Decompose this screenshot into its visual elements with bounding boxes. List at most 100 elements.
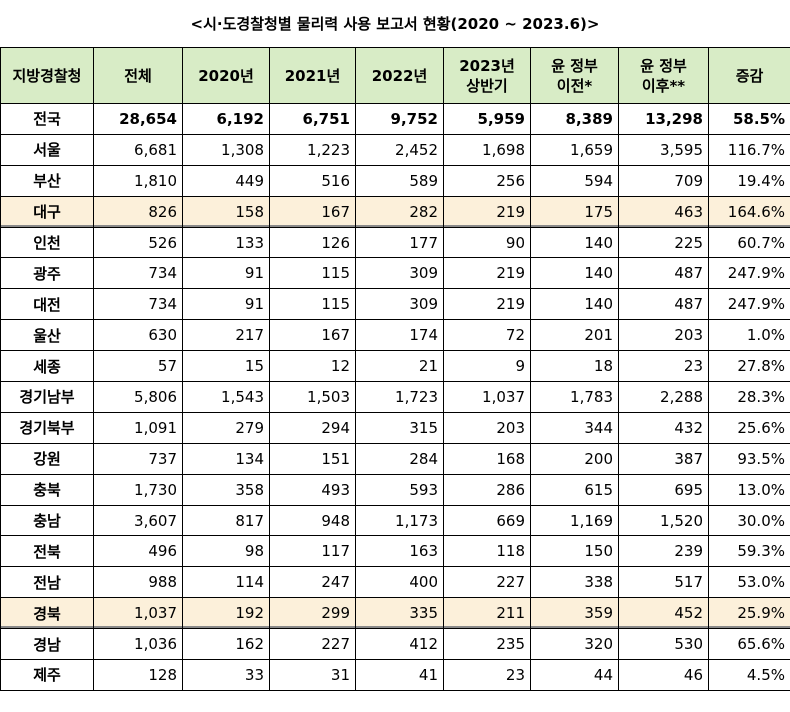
value-cell: 227 xyxy=(443,566,531,599)
header-cell: 윤 정부 이후** xyxy=(618,47,709,104)
value-cell: 387 xyxy=(618,442,709,475)
value-cell: 256 xyxy=(443,164,531,197)
value-cell: 140 xyxy=(530,288,619,321)
value-cell: 526 xyxy=(93,226,183,259)
value-cell: 1,037 xyxy=(443,381,531,413)
value-cell: 44 xyxy=(530,659,619,691)
value-cell: 517 xyxy=(618,566,709,599)
value-cell: 25.6% xyxy=(708,411,790,444)
value-cell: 589 xyxy=(355,164,444,197)
value-cell: 175 xyxy=(530,195,619,228)
header-cell: 윤 정부 이전* xyxy=(530,47,619,104)
value-cell: 530 xyxy=(618,628,709,661)
table-row: 제주 128 33 31 41 23 44 46 4.5% xyxy=(0,659,790,691)
region-cell: 경기북부 xyxy=(0,411,94,444)
value-cell: 59.3% xyxy=(708,535,790,568)
value-cell: 13.0% xyxy=(708,473,790,506)
value-cell: 116.7% xyxy=(708,133,790,166)
table-row: 서울 6,681 1,308 1,223 2,452 1,698 1,659 3,595 116… xyxy=(0,133,790,166)
value-cell: 988 xyxy=(93,566,183,599)
value-cell: 91 xyxy=(182,257,270,290)
value-cell: 134 xyxy=(182,442,270,475)
value-cell: 9 xyxy=(443,350,531,383)
value-cell: 91 xyxy=(182,288,270,321)
value-cell: 247 xyxy=(269,566,356,599)
value-cell: 695 xyxy=(618,473,709,506)
title: <시·도경찰청별 물리력 사용 보고서 현황(2020 ~ 2023.6)> xyxy=(190,15,600,33)
value-cell: 2,288 xyxy=(618,381,709,413)
value-cell: 247.9% xyxy=(708,257,790,290)
value-cell: 309 xyxy=(355,257,444,290)
value-cell: 1,723 xyxy=(355,381,444,413)
value-cell: 630 xyxy=(93,319,183,352)
header-cell: 전체 xyxy=(93,47,183,104)
value-cell: 400 xyxy=(355,566,444,599)
value-cell: 128 xyxy=(93,659,183,691)
region-cell: 대전 xyxy=(0,288,94,321)
value-cell: 3,595 xyxy=(618,133,709,166)
value-cell: 826 xyxy=(93,195,183,228)
value-cell: 211 xyxy=(443,597,531,630)
region-cell: 충남 xyxy=(0,504,94,537)
value-cell: 1,169 xyxy=(530,504,619,537)
region-cell: 충북 xyxy=(0,473,94,506)
region-cell: 전북 xyxy=(0,535,94,568)
data-table: 지방경찰청 전체 2020년 2021년 2022년 2023년 상반기 윤 정부 이전* 윤… xyxy=(0,47,790,691)
value-cell: 593 xyxy=(355,473,444,506)
value-cell: 27.8% xyxy=(708,350,790,383)
value-cell: 3,607 xyxy=(93,504,183,537)
value-cell: 203 xyxy=(618,319,709,352)
value-cell: 284 xyxy=(355,442,444,475)
value-cell: 5,806 xyxy=(93,381,183,413)
header-cell: 2022년 xyxy=(355,47,444,104)
table-row: 인천 526 133 126 177 90 140 225 60.7% xyxy=(0,226,790,259)
value-cell: 217 xyxy=(182,319,270,352)
header-cell: 2020년 xyxy=(182,47,270,104)
value-cell: 219 xyxy=(443,288,531,321)
value-cell: 279 xyxy=(182,411,270,444)
value-cell: 140 xyxy=(530,226,619,259)
header-cell: 증감 xyxy=(708,47,790,104)
value-cell: 115 xyxy=(269,257,356,290)
value-cell: 72 xyxy=(443,319,531,352)
value-cell: 432 xyxy=(618,411,709,444)
value-cell: 21 xyxy=(355,350,444,383)
value-cell: 57 xyxy=(93,350,183,383)
region-cell: 전국 xyxy=(0,103,94,135)
value-cell: 449 xyxy=(182,164,270,197)
region-cell: 경기남부 xyxy=(0,381,94,413)
value-cell: 23 xyxy=(443,659,531,691)
value-cell: 6,751 xyxy=(269,103,356,135)
value-cell: 948 xyxy=(269,504,356,537)
value-cell: 338 xyxy=(530,566,619,599)
value-cell: 235 xyxy=(443,628,531,661)
value-cell: 23 xyxy=(618,350,709,383)
value-cell: 669 xyxy=(443,504,531,537)
value-cell: 1,810 xyxy=(93,164,183,197)
value-cell: 1,173 xyxy=(355,504,444,537)
value-cell: 65.6% xyxy=(708,628,790,661)
value-cell: 1,698 xyxy=(443,133,531,166)
value-cell: 1,783 xyxy=(530,381,619,413)
value-cell: 294 xyxy=(269,411,356,444)
table-row: 대구 826 158 167 282 219 175 463 164.6% xyxy=(0,195,790,228)
table-row: 울산 630 217 167 174 72 201 203 1.0% xyxy=(0,319,790,352)
value-cell: 493 xyxy=(269,473,356,506)
table-row: 부산 1,810 449 516 589 256 594 709 19.4% xyxy=(0,164,790,197)
table-body: 전국 28,654 6,192 6,751 9,752 5,959 8,389 13,298 5… xyxy=(0,103,790,691)
value-cell: 320 xyxy=(530,628,619,661)
header-cell: 2023년 상반기 xyxy=(443,47,531,104)
value-cell: 737 xyxy=(93,442,183,475)
value-cell: 309 xyxy=(355,288,444,321)
region-cell: 강원 xyxy=(0,442,94,475)
value-cell: 93.5% xyxy=(708,442,790,475)
value-cell: 1,223 xyxy=(269,133,356,166)
value-cell: 167 xyxy=(269,319,356,352)
value-cell: 1,091 xyxy=(93,411,183,444)
value-cell: 247.9% xyxy=(708,288,790,321)
value-cell: 126 xyxy=(269,226,356,259)
value-cell: 615 xyxy=(530,473,619,506)
value-cell: 174 xyxy=(355,319,444,352)
value-cell: 219 xyxy=(443,195,531,228)
value-cell: 162 xyxy=(182,628,270,661)
